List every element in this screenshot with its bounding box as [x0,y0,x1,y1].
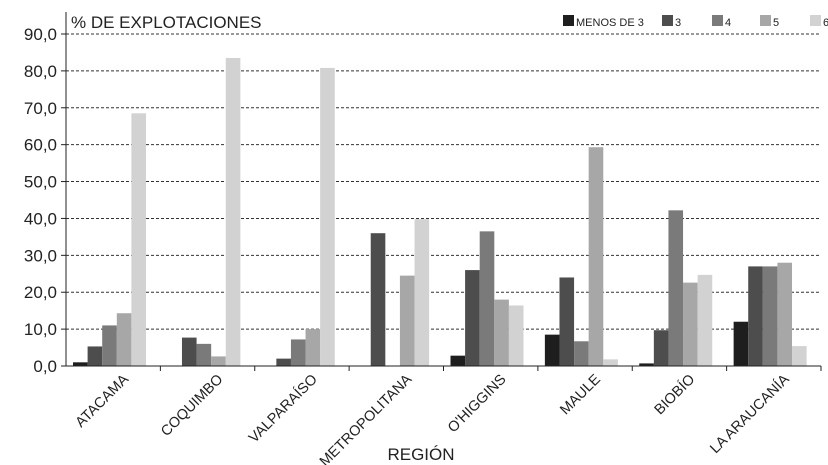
bar [494,299,509,366]
x-tick-label: VALPARAÍSO [245,371,320,446]
bar [574,341,589,366]
y-tick-label: 40,0 [24,209,57,228]
bar [320,67,335,366]
y-tick-label: 80,0 [24,62,57,81]
y-tick-label: 50,0 [24,173,57,192]
legend-label: 4 [725,17,731,29]
bar [225,57,241,366]
legend: MENOS DE 3 3 4 5 6 Y MÁS [555,12,828,31]
bar [603,359,618,366]
grid-layer [61,33,821,367]
legend-label: MENOS DE 3 [576,17,644,29]
x-tick-label: O'HIGGINS [445,372,510,437]
y-tick-label: 70,0 [24,99,57,118]
bar [653,330,669,366]
y-tick-label: 60,0 [24,136,57,155]
bar [276,358,291,366]
bar [181,337,197,366]
bar [479,231,495,366]
bar [116,313,132,366]
x-tick-label: BIOBÍO [651,371,698,418]
y-tick-label: 20,0 [24,283,57,302]
bar [305,329,321,366]
y-axis-title: % DE EXPLOTACIONES [71,13,262,32]
bar [639,363,654,366]
legend-swatch [760,15,771,26]
x-tick-label: LA ARAUCANÍA [707,371,793,457]
bar [211,356,226,366]
bar [465,270,480,366]
x-tick-label: MAULE [557,371,604,418]
bar [777,262,793,366]
legend-swatch [662,15,673,26]
bar [559,277,575,366]
legend-swatch [810,15,821,26]
bar [290,339,306,366]
legend-label: 3 [675,17,681,29]
bar [668,210,684,366]
bar [544,334,560,366]
bar [399,275,415,366]
bars-layer [73,57,807,366]
bar [792,346,807,366]
y-tick-label: 30,0 [24,246,57,265]
x-tick-label: COQUIMBO [158,372,226,440]
bar [762,266,778,366]
bar [87,346,103,366]
y-tick-label: 90,0 [24,25,57,44]
y-tick-label: 0,0 [33,357,57,376]
bar [588,147,604,366]
legend-label: 6 Y MÁS [823,16,828,29]
bar [733,321,749,366]
bar [102,325,117,366]
bar [414,219,430,366]
bar [450,355,466,366]
legend-swatch [712,15,723,26]
legend-label: 5 [773,17,779,29]
bar [748,266,763,366]
y-tick-label: 10,0 [24,320,57,339]
legend-swatch [563,15,574,26]
bar [196,343,212,366]
x-tick-label: ATACAMA [73,371,133,431]
bar [370,233,386,366]
bar [73,362,88,366]
bar [683,282,698,366]
x-axis-title: REGIÓN [387,445,454,464]
legend-background [555,12,821,31]
bar [131,113,146,366]
bar [508,305,524,366]
bar [697,274,713,366]
